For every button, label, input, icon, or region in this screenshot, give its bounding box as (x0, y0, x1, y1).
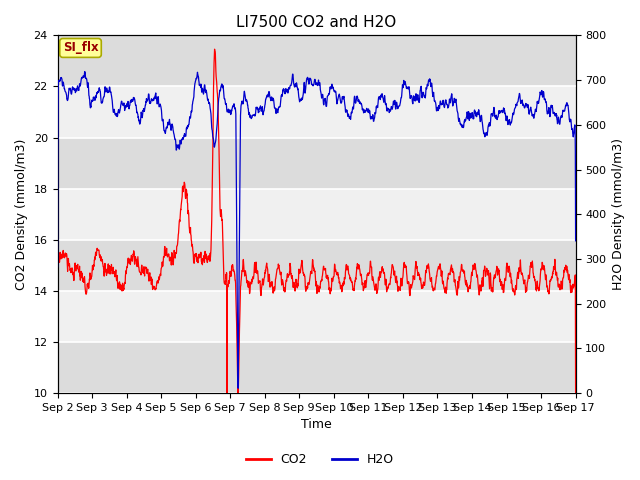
Title: LI7500 CO2 and H2O: LI7500 CO2 and H2O (236, 15, 397, 30)
Bar (58, 240, 575, 291)
Text: SI_flx: SI_flx (63, 41, 99, 54)
Bar (58, 342, 575, 393)
X-axis label: Time: Time (301, 419, 332, 432)
Y-axis label: CO2 Density (mmol/m3): CO2 Density (mmol/m3) (15, 139, 28, 290)
Legend: CO2, H2O: CO2, H2O (241, 448, 399, 471)
Y-axis label: H2O Density (mmol/m3): H2O Density (mmol/m3) (612, 138, 625, 290)
Bar (58, 36, 575, 86)
Bar (58, 138, 575, 189)
